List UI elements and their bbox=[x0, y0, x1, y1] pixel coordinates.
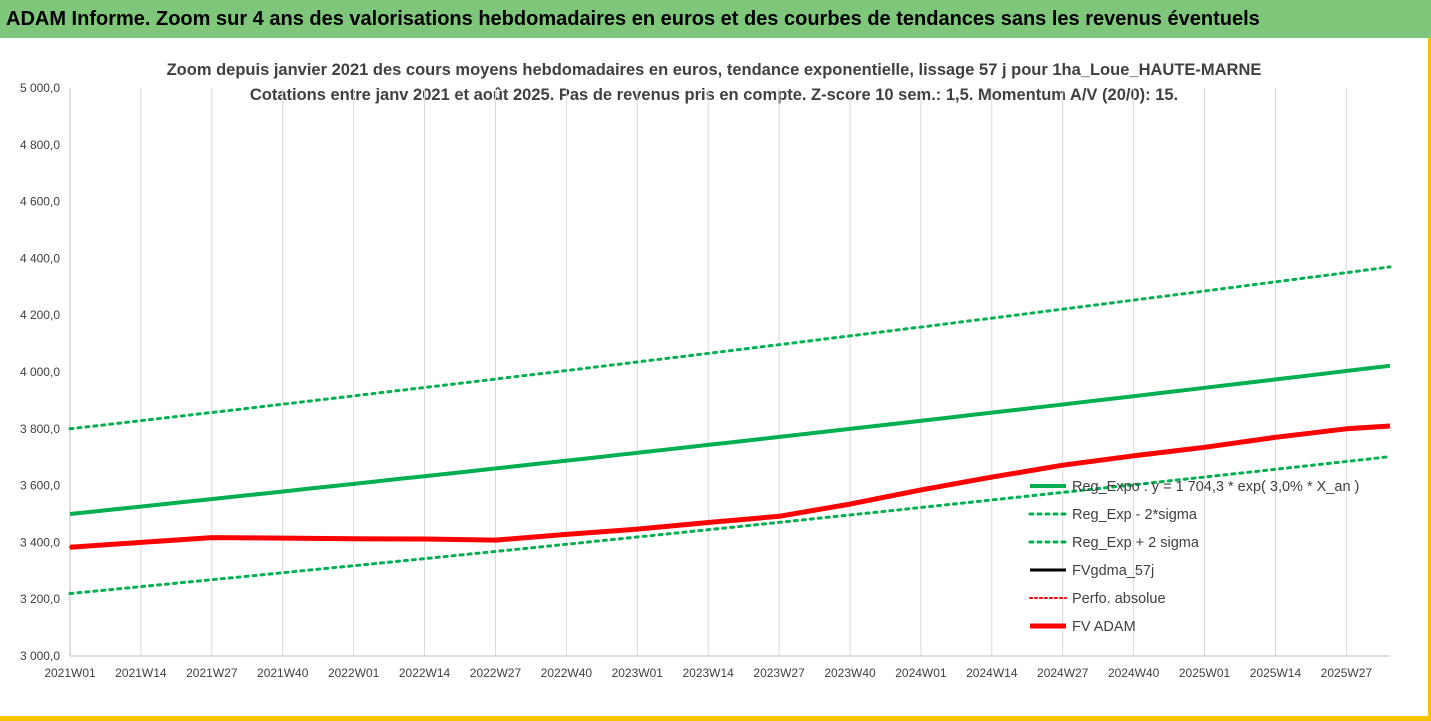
report-banner-title: ADAM Informe. Zoom sur 4 ans des valoris… bbox=[0, 0, 1431, 38]
y-tick-label: 4 000,0 bbox=[20, 365, 60, 379]
reg-exp-plus-2sigma-line bbox=[68, 265, 1392, 431]
x-tick-label: 2023W40 bbox=[824, 666, 876, 680]
y-tick-label: 5 000,0 bbox=[20, 81, 60, 95]
legend-reg-expo-label: Reg_Expo : y = 1 704,3 * exp( 3,0% * X_a… bbox=[1072, 479, 1359, 495]
reg-exp-minus-2sigma-line bbox=[68, 455, 1392, 595]
y-tick-label: 3 800,0 bbox=[20, 422, 60, 436]
x-tick-label: 2021W01 bbox=[44, 666, 96, 680]
x-tick-label: 2023W01 bbox=[612, 666, 664, 680]
x-tick-label: 2021W14 bbox=[115, 666, 167, 680]
x-tick-label: 2022W40 bbox=[541, 666, 593, 680]
y-tick-label: 4 600,0 bbox=[20, 195, 60, 209]
y-tick-label: 4 400,0 bbox=[20, 251, 60, 265]
x-tick-label: 2023W14 bbox=[682, 666, 734, 680]
perfo-absolue-line bbox=[69, 425, 1391, 549]
x-tick-label: 2025W01 bbox=[1179, 666, 1231, 680]
legend-reg-exp-plus-label: Reg_Exp + 2 sigma bbox=[1072, 535, 1200, 551]
reg-expo-line bbox=[69, 363, 1391, 516]
y-tick-label: 3 200,0 bbox=[20, 592, 60, 606]
y-tick-label: 3 000,0 bbox=[20, 649, 60, 663]
legend-fv-adam-label: FV ADAM bbox=[1072, 619, 1136, 635]
x-tick-label: 2024W01 bbox=[895, 666, 947, 680]
x-tick-label: 2021W27 bbox=[186, 666, 238, 680]
y-tick-label: 4 800,0 bbox=[20, 138, 60, 152]
x-tick-label: 2025W14 bbox=[1250, 666, 1302, 680]
x-tick-label: 2024W27 bbox=[1037, 666, 1089, 680]
x-tick-label: 2022W01 bbox=[328, 666, 380, 680]
chart-subtitle: Cotations entre janv 2021 et août 2025. … bbox=[250, 86, 1178, 104]
x-tick-label: 2022W14 bbox=[399, 666, 451, 680]
y-tick-label: 3 600,0 bbox=[20, 479, 60, 493]
chart-title: Zoom depuis janvier 2021 des cours moyen… bbox=[167, 61, 1262, 79]
trend-line-chart: Zoom depuis janvier 2021 des cours moyen… bbox=[0, 38, 1426, 716]
x-tick-label: 2022W27 bbox=[470, 666, 522, 680]
legend-perfo-absolue-label: Perfo. absolue bbox=[1072, 591, 1166, 607]
x-tick-label: 2024W14 bbox=[966, 666, 1018, 680]
legend-fvgdma-label: FVgdma_57j bbox=[1072, 563, 1154, 579]
x-tick-label: 2021W40 bbox=[257, 666, 309, 680]
y-tick-label: 4 200,0 bbox=[20, 308, 60, 322]
x-tick-label: 2023W27 bbox=[753, 666, 805, 680]
x-tick-label: 2024W40 bbox=[1108, 666, 1160, 680]
legend-reg-exp-minus-label: Reg_Exp - 2*sigma bbox=[1072, 507, 1198, 523]
x-tick-label: 2025W27 bbox=[1321, 666, 1373, 680]
right-accent-border bbox=[1428, 38, 1431, 721]
y-tick-label: 3 400,0 bbox=[20, 535, 60, 549]
bottom-accent-border bbox=[0, 716, 1431, 721]
